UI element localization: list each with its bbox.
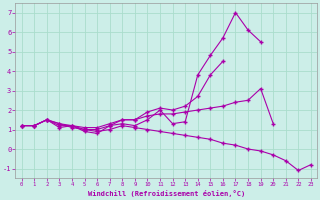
X-axis label: Windchill (Refroidissement éolien,°C): Windchill (Refroidissement éolien,°C) — [88, 190, 245, 197]
